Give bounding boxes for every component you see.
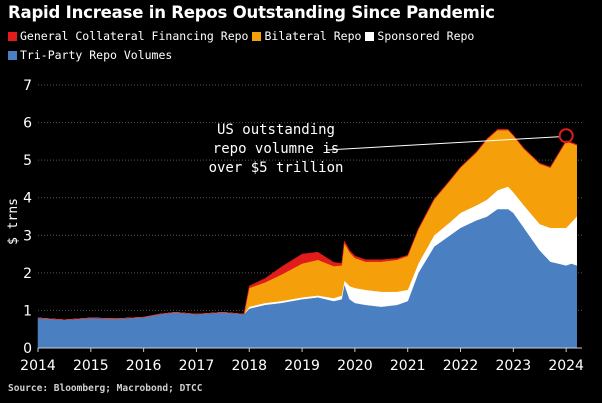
y-tick-label: 2 xyxy=(23,266,32,282)
annotation-leader-line xyxy=(326,136,560,151)
annotation-text: US outstanding xyxy=(217,122,335,138)
legend-swatch-bilateral xyxy=(252,31,262,41)
x-tick-label: 2019 xyxy=(284,358,320,374)
y-tick-label: 0 xyxy=(23,341,32,357)
y-axis-label: $ trns xyxy=(6,198,21,245)
legend-row-2: Tri-Party Repo Volumes xyxy=(8,48,172,62)
x-tick-label: 2016 xyxy=(126,358,162,374)
y-tick-label: 5 xyxy=(23,153,32,169)
y-tick-label: 1 xyxy=(23,303,32,319)
source-note: Source: Bloomberg; Macrobond; DTCC xyxy=(8,383,203,394)
x-tick-label: 2018 xyxy=(231,358,267,374)
chart-title: Rapid Increase in Repos Outstanding Sinc… xyxy=(8,3,495,22)
x-tick-label: 2020 xyxy=(337,358,373,374)
x-tick-label: 2021 xyxy=(390,358,426,374)
legend-item-sponsored: Sponsored Repo xyxy=(365,29,474,43)
legend: General Collateral Financing Repo Bilate… xyxy=(8,29,474,43)
x-tick-label: 2015 xyxy=(73,358,109,374)
x-tick-label: 2023 xyxy=(496,358,532,374)
legend-swatch-gcf xyxy=(8,31,17,41)
annotation-text: over $5 trillion xyxy=(209,160,344,176)
x-tick-label: 2024 xyxy=(548,358,584,374)
series-area-3 xyxy=(37,129,577,321)
legend-swatch-sponsored xyxy=(365,31,375,41)
x-tick-label: 2014 xyxy=(20,358,56,374)
legend-swatch-triparty xyxy=(8,50,17,60)
legend-item-gcf: General Collateral Financing Repo xyxy=(8,29,248,43)
legend-label-triparty: Tri-Party Repo Volumes xyxy=(20,48,173,62)
x-tick-label: 2022 xyxy=(443,358,479,374)
annotation-circle xyxy=(558,128,574,144)
x-tick-label: 2017 xyxy=(179,358,215,374)
annotation-text: repo volumne is xyxy=(213,141,339,157)
legend-label-gcf: General Collateral Financing Repo xyxy=(20,29,249,43)
y-tick-label: 6 xyxy=(23,116,32,132)
legend-item-triparty: Tri-Party Repo Volumes xyxy=(8,48,172,62)
y-tick-label: 3 xyxy=(23,228,32,244)
legend-label-bilateral: Bilateral Repo xyxy=(264,29,362,43)
legend-label-sponsored: Sponsored Repo xyxy=(377,29,475,43)
y-tick-label: 4 xyxy=(23,191,32,207)
y-tick-label: 7 xyxy=(23,78,32,94)
legend-item-bilateral: Bilateral Repo xyxy=(252,29,361,43)
